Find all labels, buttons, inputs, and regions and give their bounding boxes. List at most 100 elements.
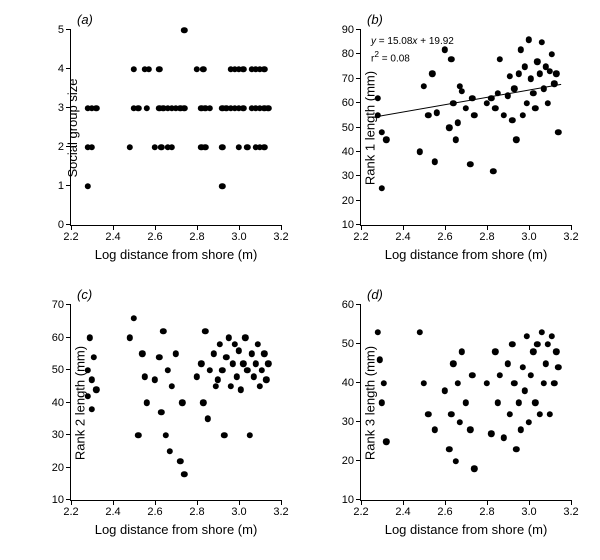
data-point [158, 409, 164, 415]
y-tick-label: 70 [342, 73, 354, 85]
data-point [526, 419, 532, 425]
y-tick [66, 369, 71, 370]
data-point [381, 380, 387, 386]
y-tick-label: 60 [52, 332, 64, 344]
data-point [492, 105, 498, 111]
data-point [93, 386, 99, 392]
y-tick [356, 53, 361, 54]
x-tick-label: 2.8 [479, 231, 494, 243]
data-point [181, 471, 187, 477]
data-point [547, 411, 553, 417]
x-tick [113, 500, 114, 505]
data-point [135, 432, 141, 438]
data-point [250, 373, 256, 379]
x-tick [197, 500, 198, 505]
data-point [549, 333, 555, 339]
y-tick [356, 499, 361, 500]
y-tick [356, 127, 361, 128]
x-tick [445, 500, 446, 505]
data-point [379, 399, 385, 405]
x-tick-label: 2.6 [437, 231, 452, 243]
y-tick [66, 224, 71, 225]
data-point [383, 438, 389, 444]
y-tick [356, 421, 361, 422]
y-tick-label: 50 [52, 364, 64, 376]
data-point [261, 351, 267, 357]
x-tick-label: 3.2 [563, 231, 578, 243]
x-tick-label: 2.4 [105, 231, 120, 243]
data-point [253, 360, 259, 366]
data-point [135, 105, 141, 111]
y-tick-label: 50 [342, 338, 354, 350]
x-tick [571, 225, 572, 230]
x-axis-label: Log distance from shore (m) [95, 522, 258, 537]
data-point [219, 367, 225, 373]
x-tick [571, 500, 572, 505]
y-tick [66, 402, 71, 403]
x-tick-label: 2.6 [147, 506, 162, 518]
data-point [379, 129, 385, 135]
data-point [127, 334, 133, 340]
y-tick [66, 304, 71, 305]
x-tick [361, 225, 362, 230]
data-point [160, 328, 166, 334]
data-point [236, 347, 242, 353]
x-tick-label: 2.2 [63, 506, 78, 518]
y-tick [356, 343, 361, 344]
x-tick [239, 500, 240, 505]
x-tick-label: 3.2 [563, 506, 578, 518]
data-point [452, 136, 458, 142]
data-point [213, 383, 219, 389]
data-point [169, 144, 175, 150]
data-point [433, 110, 439, 116]
data-point [375, 329, 381, 335]
data-point [232, 341, 238, 347]
y-tick-label: 20 [52, 462, 64, 474]
data-point [448, 411, 454, 417]
x-tick-label: 3.0 [521, 506, 536, 518]
data-point [522, 388, 528, 394]
data-point [425, 112, 431, 118]
x-tick [529, 500, 530, 505]
x-tick [487, 500, 488, 505]
panel-c: (c)2.22.42.62.83.03.210203040506070Log d… [70, 305, 281, 501]
data-point [240, 360, 246, 366]
figure-root: (a)2.22.42.62.83.03.2012345Log distance … [0, 0, 600, 560]
data-point [431, 158, 437, 164]
x-tick-label: 2.8 [189, 506, 204, 518]
data-point [219, 183, 225, 189]
y-tick-label: 10 [342, 494, 354, 506]
data-point [156, 66, 162, 72]
data-point [236, 144, 242, 150]
x-tick [113, 225, 114, 230]
y-tick-label: 30 [342, 170, 354, 182]
data-point [377, 356, 383, 362]
y-tick-label: 40 [52, 397, 64, 409]
panel-tag-d: (d) [367, 287, 383, 302]
data-point [383, 136, 389, 142]
data-point [143, 105, 149, 111]
data-point [454, 119, 460, 125]
data-point [93, 105, 99, 111]
y-tick-label: 10 [52, 494, 64, 506]
data-point [513, 446, 519, 452]
data-point [524, 100, 530, 106]
y-tick-label: 1 [58, 180, 64, 192]
y-tick-label: 80 [342, 48, 354, 60]
data-point [246, 432, 252, 438]
panel-a: (a)2.22.42.62.83.03.2012345Log distance … [70, 30, 281, 226]
x-tick [445, 225, 446, 230]
data-point [206, 105, 212, 111]
data-point [459, 88, 465, 94]
data-point [501, 434, 507, 440]
data-point [234, 373, 240, 379]
data-point [459, 349, 465, 355]
y-tick-label: 40 [342, 377, 354, 389]
y-tick [356, 102, 361, 103]
y-tick-label: 10 [342, 219, 354, 231]
y-axis-label: Social group size [65, 78, 80, 177]
y-tick [66, 499, 71, 500]
data-point [131, 66, 137, 72]
data-point [515, 71, 521, 77]
data-point [494, 399, 500, 405]
